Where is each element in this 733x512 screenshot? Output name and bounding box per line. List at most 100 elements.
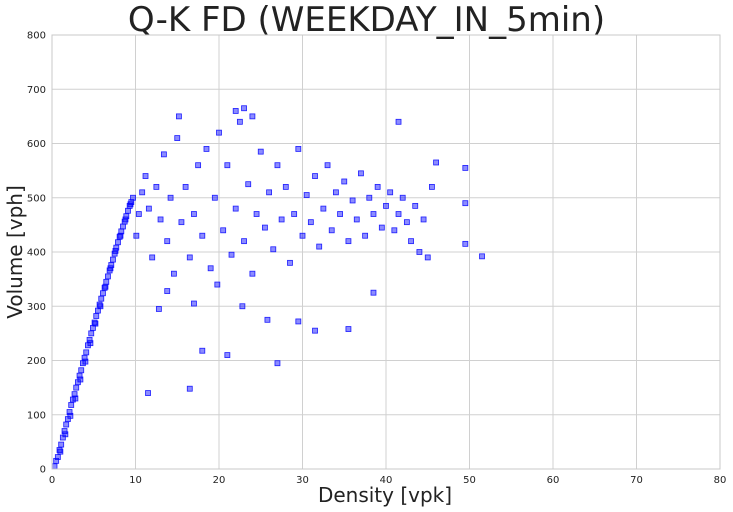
scatter-point <box>57 448 64 455</box>
scatter-point <box>86 336 93 343</box>
scatter-point <box>239 303 246 310</box>
scatter-point <box>88 330 95 337</box>
scatter-point <box>117 232 124 239</box>
scatter-point <box>358 170 364 177</box>
scatter-point <box>374 183 381 190</box>
scatter-point <box>113 244 120 251</box>
scatter-point <box>164 288 171 294</box>
scatter-point <box>186 254 193 261</box>
scatter-point <box>178 219 185 226</box>
scatter-point <box>424 254 431 261</box>
scatter-point <box>139 189 146 196</box>
scatter-point <box>408 238 414 245</box>
scatter-point <box>337 211 343 217</box>
scatter-point <box>216 129 222 136</box>
y-tick-label: 700 <box>27 85 46 96</box>
scatter-point <box>307 219 314 226</box>
scatter-point <box>353 216 360 223</box>
scatter-point <box>174 135 181 141</box>
scatter-point <box>203 146 210 152</box>
scatter-point <box>462 165 469 171</box>
scatter-point <box>341 178 348 185</box>
scatter-point <box>282 183 289 190</box>
y-axis-label: Volume [vph] <box>3 185 27 319</box>
scatter-point <box>51 463 58 470</box>
scatter-point <box>105 273 111 280</box>
scatter-point <box>100 290 106 297</box>
scatter-point <box>171 270 177 277</box>
scatter-point <box>395 118 402 125</box>
scatter-point <box>126 202 133 209</box>
scatter-point <box>378 224 385 231</box>
scatter-point <box>274 162 281 169</box>
scatter-point <box>287 259 293 266</box>
scatter-point <box>312 173 318 179</box>
scatter-point <box>266 189 273 196</box>
scatter-point <box>108 262 115 268</box>
plot-frame <box>51 34 721 470</box>
scatter-point <box>76 372 83 379</box>
y-tick-label: 600 <box>27 139 46 150</box>
scatter-point <box>157 216 164 223</box>
scatter-point <box>115 239 121 246</box>
scatter-point <box>155 306 162 312</box>
scatter-point <box>97 303 104 310</box>
scatter-point <box>82 358 89 365</box>
scatter-point <box>278 216 285 223</box>
scatter-point <box>416 249 423 255</box>
scatter-point <box>71 391 78 398</box>
scatter-point <box>66 409 73 415</box>
scatter-point <box>249 113 256 120</box>
scatter-point <box>68 402 75 408</box>
scatter-point <box>387 189 394 196</box>
y-tick-label: 500 <box>27 193 46 204</box>
scatter-point <box>264 316 271 323</box>
scatter-point <box>236 118 243 125</box>
x-tick-label: 40 <box>380 475 393 486</box>
scatter-point <box>370 289 377 296</box>
scatter-point <box>61 428 68 434</box>
scatter-point <box>462 200 469 207</box>
scatter-point <box>153 183 160 190</box>
y-tick-label: 200 <box>27 356 46 367</box>
x-tick-label: 0 <box>49 475 55 486</box>
scatter-point <box>383 202 389 209</box>
x-tick-label: 30 <box>296 475 309 486</box>
scatter-point <box>241 238 247 245</box>
scatter-point <box>98 295 105 302</box>
scatter-point <box>116 233 123 240</box>
scatter-point <box>112 248 119 254</box>
scatter-point <box>102 283 109 290</box>
scatter-point <box>54 454 61 460</box>
grid-layer <box>51 34 721 470</box>
scatter-point <box>370 211 377 217</box>
scatter-point <box>295 146 302 152</box>
scatter-point <box>73 384 80 391</box>
x-axis-label: Density [vpk] <box>318 483 452 507</box>
scatter-point <box>207 265 214 272</box>
scatter-point <box>167 194 174 201</box>
scatter-point <box>262 224 268 231</box>
scatter-point <box>245 181 252 188</box>
scatter-point <box>199 232 206 239</box>
scatter-point <box>349 197 356 204</box>
tick-labels: 0 10 20 30 40 50 60 70 8001002003004005006007008… <box>27 31 726 487</box>
scatter-point <box>324 162 331 169</box>
x-tick-label: 10 <box>129 475 142 486</box>
scatter-point <box>299 232 306 239</box>
scatter-point <box>211 194 218 201</box>
scatter-point <box>366 194 373 201</box>
scatter-point <box>291 211 298 217</box>
scatter-point <box>270 246 277 253</box>
scatter-point <box>78 367 85 374</box>
scatter-point <box>145 205 152 212</box>
scatter-point <box>433 159 440 166</box>
scatter-point <box>63 421 70 428</box>
x-tick-label: 60 <box>547 475 560 486</box>
scatter-point <box>87 340 94 347</box>
scatter-point <box>257 148 264 155</box>
scatter-point <box>101 284 108 291</box>
scatter-point <box>191 211 197 217</box>
scatter-point <box>224 162 231 169</box>
